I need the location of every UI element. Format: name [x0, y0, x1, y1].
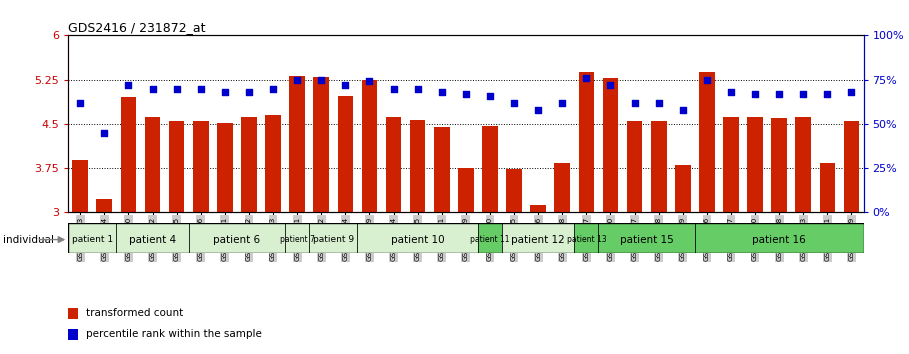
Bar — [724, 117, 739, 212]
Point — [579, 75, 594, 81]
Text: patient 1: patient 1 — [72, 235, 113, 244]
Text: GDS2416 / 231872_at: GDS2416 / 231872_at — [68, 21, 205, 34]
Bar — [73, 160, 88, 212]
Bar — [121, 97, 136, 212]
Text: patient 7: patient 7 — [280, 235, 315, 244]
Text: patient 11: patient 11 — [470, 235, 510, 244]
Point — [97, 130, 112, 136]
Bar — [626, 121, 643, 212]
Text: patient 15: patient 15 — [620, 235, 674, 245]
Bar — [116, 223, 189, 253]
Bar — [844, 121, 859, 212]
Point — [748, 91, 763, 97]
Bar — [385, 117, 402, 212]
Bar — [506, 169, 522, 212]
Bar — [554, 163, 570, 212]
Bar — [478, 223, 502, 253]
Text: patient 9: patient 9 — [313, 235, 354, 244]
Bar — [189, 223, 285, 253]
Point — [627, 100, 642, 105]
Bar — [530, 205, 546, 212]
Point — [362, 79, 376, 84]
Point — [290, 77, 305, 82]
Bar — [458, 168, 474, 212]
Bar — [289, 75, 305, 212]
Point — [169, 86, 184, 91]
Bar — [795, 117, 811, 212]
Bar — [747, 117, 763, 212]
Bar — [772, 118, 787, 212]
Text: patient 16: patient 16 — [753, 235, 806, 245]
Bar — [502, 223, 574, 253]
Bar — [651, 121, 666, 212]
Text: transformed count: transformed count — [86, 308, 184, 318]
Bar — [598, 223, 694, 253]
Point — [507, 100, 522, 105]
Point — [73, 100, 87, 105]
Bar — [217, 123, 233, 212]
Bar — [699, 72, 714, 212]
Bar — [169, 121, 185, 212]
Point — [435, 89, 449, 95]
Bar — [362, 80, 377, 212]
Bar — [337, 96, 354, 212]
Point — [772, 91, 786, 97]
Bar — [675, 165, 691, 212]
Point — [604, 82, 618, 88]
Bar — [145, 117, 160, 212]
Text: patient 13: patient 13 — [566, 235, 606, 244]
Point — [483, 93, 497, 98]
Point — [265, 86, 280, 91]
Point — [410, 86, 425, 91]
Point — [217, 89, 232, 95]
Point — [338, 82, 353, 88]
Bar — [285, 223, 309, 253]
Bar — [578, 72, 594, 212]
Bar — [68, 329, 78, 339]
Point — [242, 89, 256, 95]
Bar — [482, 126, 498, 212]
Point — [555, 100, 570, 105]
Bar — [603, 78, 618, 212]
Bar — [314, 77, 329, 212]
Bar — [68, 223, 116, 253]
Bar — [357, 223, 478, 253]
Bar — [68, 308, 78, 319]
Text: patient 12: patient 12 — [511, 235, 565, 245]
Bar — [96, 199, 112, 212]
Text: patient 10: patient 10 — [391, 235, 445, 245]
Point — [652, 100, 666, 105]
Bar — [309, 223, 357, 253]
Point — [820, 91, 834, 97]
Text: individual: individual — [3, 235, 55, 245]
Point — [724, 89, 738, 95]
Bar — [434, 127, 450, 212]
Bar — [410, 120, 425, 212]
Text: patient 4: patient 4 — [129, 235, 176, 245]
Point — [386, 86, 401, 91]
Point — [700, 77, 714, 82]
Point — [121, 82, 135, 88]
Bar — [820, 163, 835, 212]
Point — [796, 91, 811, 97]
Bar — [265, 115, 281, 212]
Bar — [694, 223, 864, 253]
Point — [145, 86, 160, 91]
Bar — [241, 117, 256, 212]
Bar — [193, 121, 208, 212]
Point — [458, 91, 473, 97]
Text: patient 6: patient 6 — [214, 235, 261, 245]
Point — [675, 107, 690, 113]
Point — [531, 107, 545, 113]
Text: percentile rank within the sample: percentile rank within the sample — [86, 329, 262, 339]
Point — [194, 86, 208, 91]
Point — [844, 89, 859, 95]
Point — [314, 77, 328, 82]
Bar — [574, 223, 598, 253]
